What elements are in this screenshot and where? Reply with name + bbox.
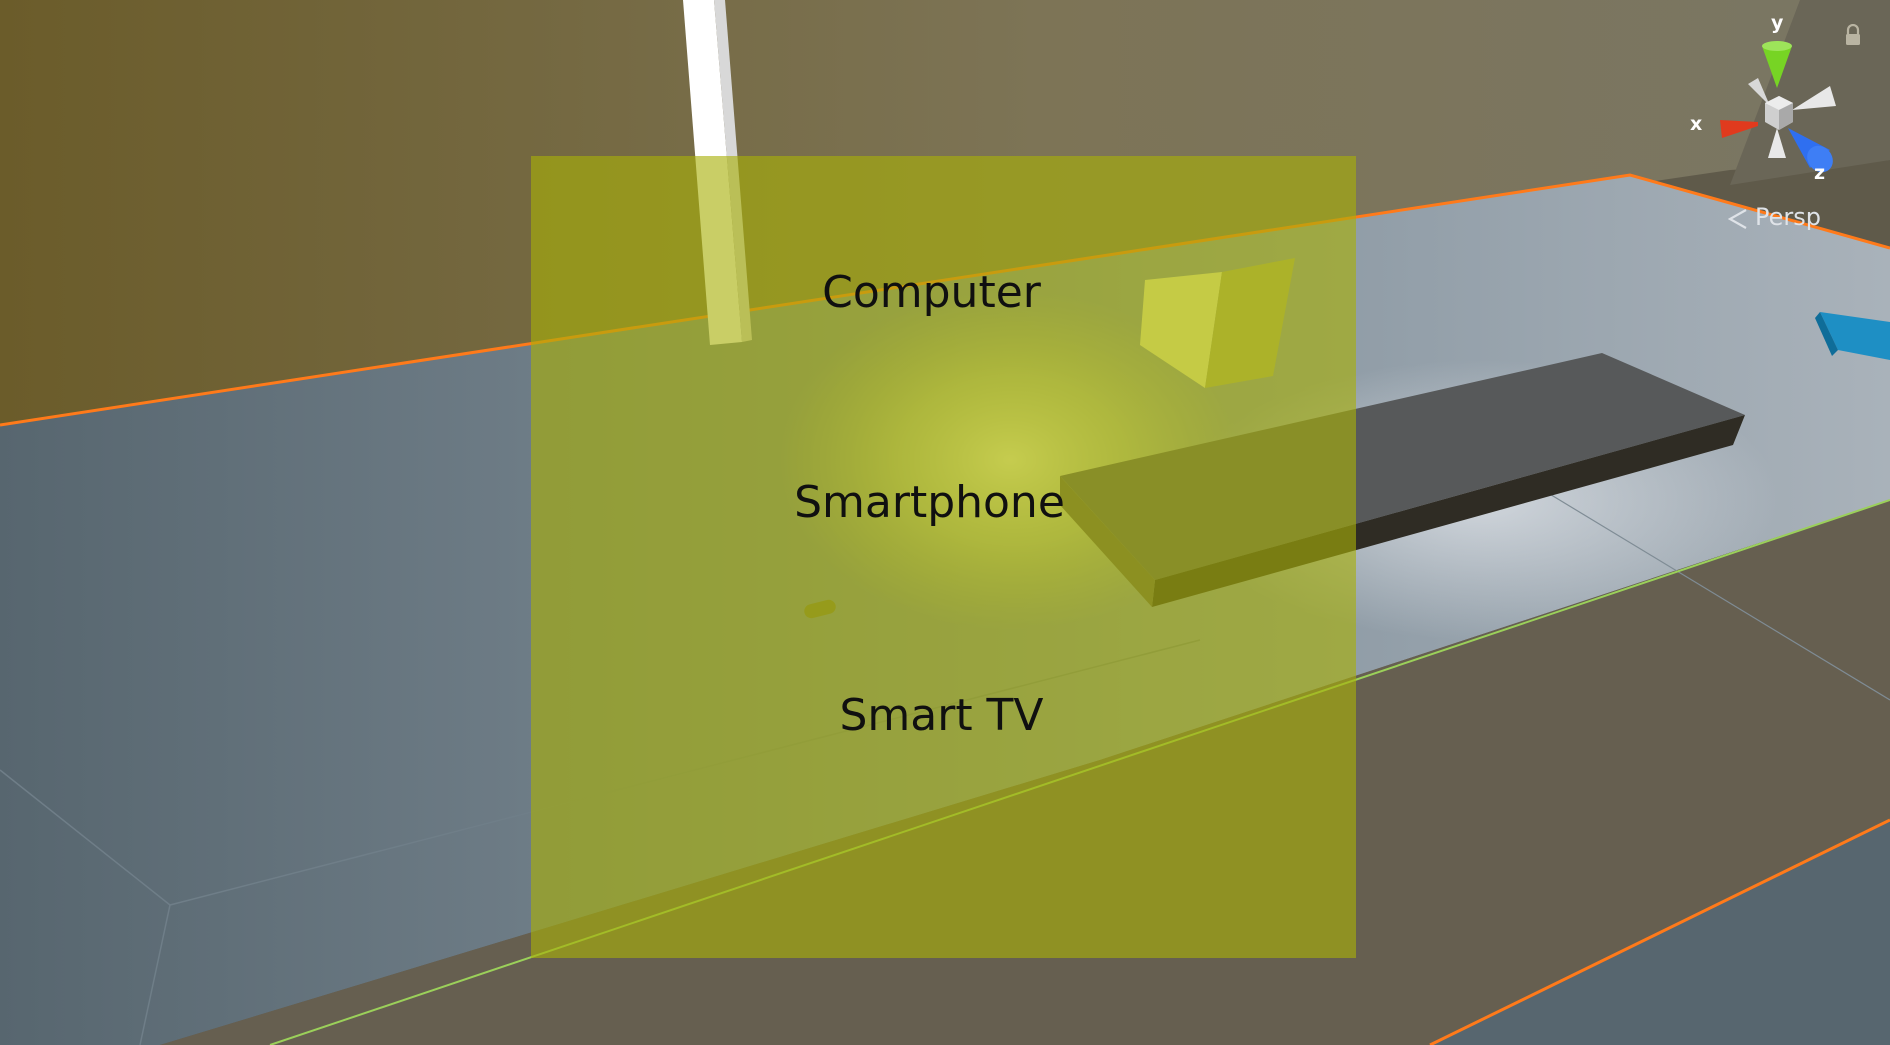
menu-item-computer[interactable]: Computer xyxy=(822,267,1041,318)
gizmo-y-cone[interactable] xyxy=(1762,46,1792,88)
floor-grid-line xyxy=(1509,469,1890,701)
gizmo-y-label: y xyxy=(1771,12,1784,34)
menu-item-smartphone[interactable]: Smartphone xyxy=(794,477,1065,528)
floor-grid-line xyxy=(139,904,171,1045)
blue-object xyxy=(1820,312,1890,360)
menu-overlay-panel: Computer Smartphone Smart TV xyxy=(531,156,1356,958)
menu-item-smart-tv[interactable]: Smart TV xyxy=(839,690,1044,741)
gizmo-z-label: z xyxy=(1814,162,1826,184)
lower-floor xyxy=(160,500,1890,1045)
gizmo-neg-y-cone[interactable] xyxy=(1768,128,1786,158)
blue-object-edge xyxy=(1815,312,1838,356)
lock-icon[interactable] xyxy=(1844,24,1862,46)
selection-outline-lower xyxy=(1429,818,1890,1045)
gizmo-neg-x-cone[interactable] xyxy=(1792,86,1836,110)
axis-gizmo-icon[interactable]: y x z xyxy=(1680,10,1870,190)
floor-grid-line xyxy=(0,769,171,906)
gizmo-x-label: x xyxy=(1690,113,1703,135)
chevron-left-icon[interactable] xyxy=(1726,208,1750,230)
gizmo-x-cone[interactable] xyxy=(1720,120,1758,138)
right-wall-strip xyxy=(1730,0,1890,185)
gizmo-neg-z-cone[interactable] xyxy=(1748,78,1770,106)
perspective-label[interactable]: Persp xyxy=(1755,203,1821,231)
